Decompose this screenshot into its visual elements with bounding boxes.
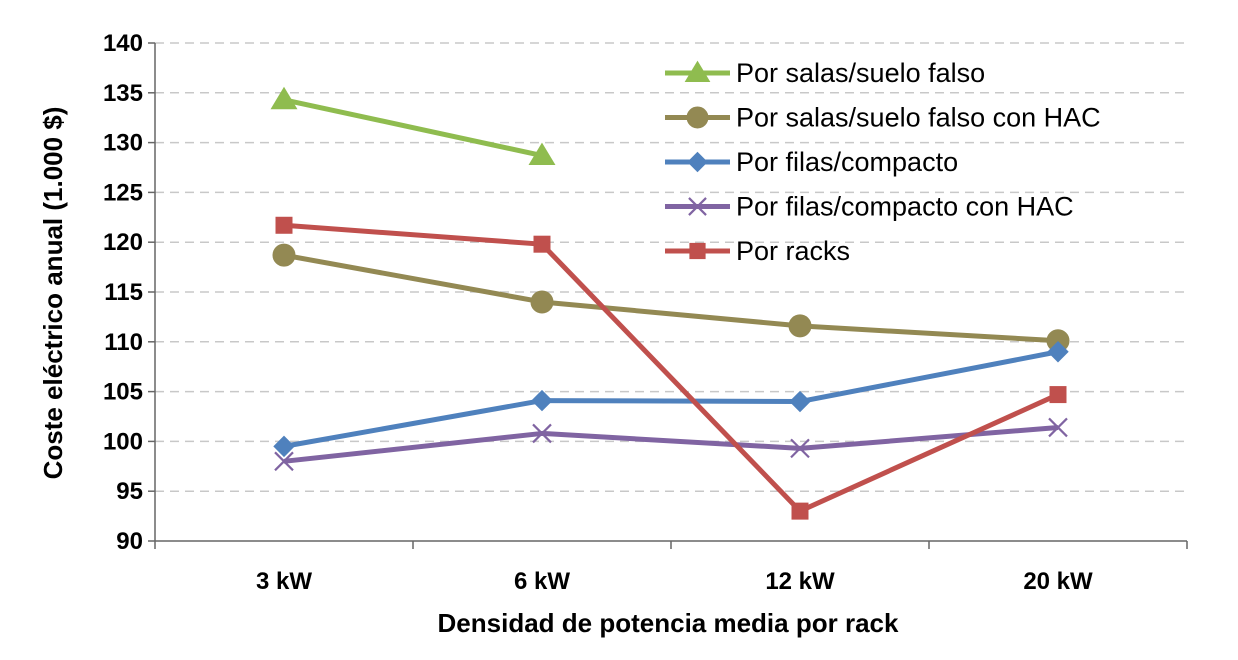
y-tick-label: 120 <box>103 229 143 256</box>
data-point-circle <box>530 290 554 314</box>
x-axis-title: Densidad de potencia media por rack <box>438 608 899 638</box>
data-point-triangle <box>528 142 556 166</box>
data-point-triangle <box>270 86 298 110</box>
legend-label: Por salas/suelo falso con HAC <box>736 103 1101 133</box>
axes <box>148 42 1188 549</box>
legend-item: Por salas/suelo falso con HAC <box>665 103 1101 133</box>
y-tick-label: 115 <box>104 279 143 306</box>
legend-label: Por racks <box>736 236 850 266</box>
legend-item: Por filas/compacto con HAC <box>665 192 1074 222</box>
data-point-diamond <box>789 390 811 413</box>
series-group <box>274 417 1068 472</box>
data-point-diamond <box>273 435 295 458</box>
x-tick-labels: 3 kW 6 kW 12 kW 20 kW <box>256 568 1093 595</box>
y-tick-label: 125 <box>103 179 143 206</box>
x-tick-label: 3 kW <box>256 568 312 595</box>
data-point-diamond <box>687 151 708 173</box>
series-group <box>275 216 1067 520</box>
legend-item: Por racks <box>665 236 850 266</box>
data-point-x <box>1048 417 1068 438</box>
series-line <box>283 424 1059 464</box>
series-group <box>270 86 556 166</box>
data-point-triangle <box>684 60 711 83</box>
y-tick-label: 105 <box>103 379 143 406</box>
legend-label: Por salas/suelo falso <box>736 58 985 88</box>
y-axis-title: Coste eléctrico anual (1.000 $) <box>38 107 68 480</box>
data-point-square <box>689 242 706 260</box>
series-line <box>283 349 1059 449</box>
legend-item: Por salas/suelo falso <box>665 58 985 88</box>
data-point-square <box>791 502 809 520</box>
data-point-x <box>688 197 707 216</box>
series-line <box>283 222 1060 514</box>
x-tick-label: 12 kW <box>765 568 835 595</box>
legend-label: Por filas/compacto con HAC <box>736 192 1074 222</box>
series-group <box>273 341 1069 458</box>
y-tick-label: 90 <box>116 528 143 555</box>
data-point-diamond <box>1047 341 1069 363</box>
data-point-square <box>533 235 551 253</box>
x-tick-label: 20 kW <box>1023 568 1093 595</box>
x-tick-label: 6 kW <box>514 568 570 595</box>
y-tick-label: 130 <box>103 130 143 157</box>
data-point-circle <box>788 314 812 338</box>
series-line <box>283 252 1059 344</box>
gridlines <box>155 42 1187 492</box>
data-point-diamond <box>531 389 553 412</box>
data-point-circle <box>272 243 296 267</box>
y-tick-label: 110 <box>104 329 143 356</box>
y-tick-label: 95 <box>116 478 143 505</box>
legend-item: Por filas/compacto <box>665 147 958 177</box>
series-lines <box>270 86 1070 520</box>
data-point-square <box>275 216 293 234</box>
data-point-square <box>1049 386 1067 404</box>
y-tick-label: 100 <box>103 428 143 455</box>
data-point-x <box>532 423 552 444</box>
legend-label: Por filas/compacto <box>736 147 958 177</box>
y-tick-labels: 90 95 100 105 110 115 120 125 130 135 140 <box>103 30 143 555</box>
data-point-x <box>790 438 810 459</box>
data-point-x <box>274 451 294 472</box>
series-group <box>272 243 1070 353</box>
series-line <box>283 97 543 158</box>
y-tick-label: 135 <box>103 80 143 107</box>
data-point-circle <box>686 106 709 129</box>
y-tick-label: 140 <box>103 30 143 57</box>
legend: Por salas/suelo falso Por salas/suelo fal… <box>665 58 1101 266</box>
